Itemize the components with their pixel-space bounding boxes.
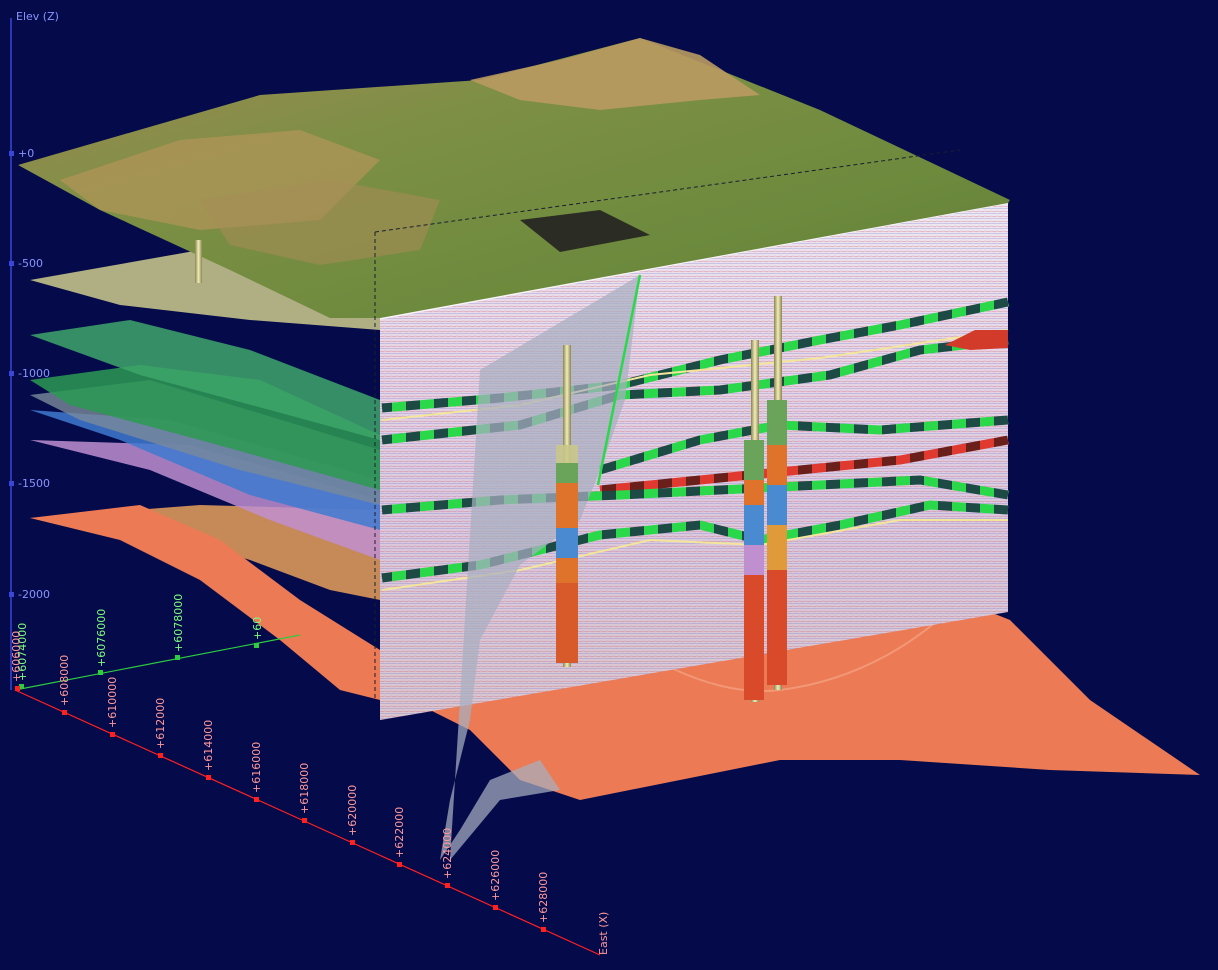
z-tick: +0 [9,147,34,160]
fault-plane[interactable] [440,275,640,860]
east-tick-label: +614000 [202,720,215,771]
east-tick-label: +616000 [250,742,263,793]
east-tick-label: +622000 [393,807,406,858]
east-tick-label: +620000 [346,785,359,836]
east-tick-label: +626000 [489,850,502,901]
east-axis-title: East (X) [597,912,610,955]
east-tick-label: +628000 [537,872,550,923]
north-tick-label: +6076000 [95,609,108,667]
north-tick-label: +6078000 [172,594,185,652]
north-axis: +6074000 +6076000 +6078000 +60 [14,594,301,691]
red-lens [945,330,1008,350]
z-tick: -1000 [9,367,50,380]
east-tick-label: +618000 [298,763,311,814]
east-tick-label: +610000 [106,677,119,728]
east-tick: +622000 [393,807,406,867]
z-tick-label: -1500 [18,477,50,490]
east-tick: +606000 [10,631,23,691]
north-tick-label: +60 [251,617,264,640]
north-tick-label: +6074000 [16,623,29,681]
z-axis: Elev (Z) +0 -500 -1000 -1500 -2000 [9,10,59,690]
east-tick: +626000 [489,850,502,910]
well-bore[interactable] [556,345,578,667]
north-tick: +6076000 [95,609,108,675]
east-tick-label: +612000 [154,698,167,749]
z-tick: -500 [9,257,43,270]
east-tick: +610000 [106,677,119,737]
z-axis-title: Elev (Z) [16,10,59,23]
well-bore[interactable] [744,340,764,702]
east-tick: +628000 [537,872,550,932]
z-tick-label: +0 [18,147,34,160]
horizon-red [599,435,1009,495]
z-tick-label: -1000 [18,367,50,380]
well-bore[interactable] [195,240,202,283]
north-tick: +6078000 [172,594,185,660]
horizon-yellow [381,329,1009,421]
terrain-grid-patch [520,210,650,252]
east-tick: +616000 [250,742,263,802]
north-tick: +60 [251,617,264,648]
east-tick-label: +624000 [441,828,454,879]
east-tick: +618000 [298,763,311,823]
east-tick: +614000 [202,720,215,780]
east-tick: +608000 [58,655,71,715]
terrain-dashed-line [374,149,961,233]
z-tick-label: -500 [18,257,43,270]
east-tick-label: +608000 [58,655,71,706]
seismic-section[interactable] [379,200,1009,720]
z-tick: -2000 [9,588,50,601]
east-tick: +620000 [346,785,359,845]
z-tick-label: -2000 [18,588,50,601]
layer-orange-surface[interactable] [30,505,380,600]
terrain-hills-center [200,180,440,265]
east-tick: +612000 [154,698,167,758]
east-tick: +624000 [441,828,454,888]
z-tick: -1500 [9,477,50,490]
layer-blue-surface[interactable] [30,410,380,530]
terrain-ridge [470,38,760,110]
east-axis: +606000 +608000 +610000 +612000 +614000 … [10,631,610,956]
terrain-surface[interactable] [18,38,1010,700]
layer-green-upper[interactable] [30,320,380,440]
north-tick: +6074000 [16,623,29,689]
fault-edge [596,274,642,486]
east-tick-label: +606000 [10,631,23,682]
well-bore[interactable] [767,296,787,690]
